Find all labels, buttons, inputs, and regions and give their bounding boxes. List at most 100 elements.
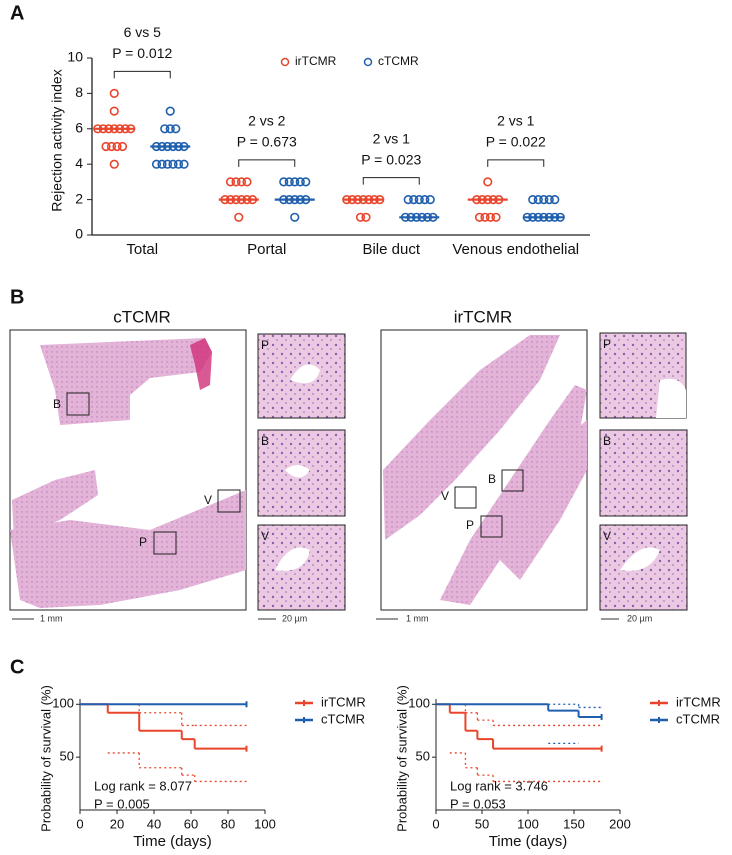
data-point (414, 195, 424, 205)
legend-marker (363, 57, 373, 67)
bracket (113, 70, 171, 79)
data-point (234, 212, 244, 222)
comparison-label: 6 vs 5 (124, 24, 162, 40)
comparison-label: 2 vs 1 (373, 130, 411, 146)
x-tick-label: 100 (517, 816, 539, 831)
tissue (190, 338, 212, 390)
data-point (109, 88, 119, 98)
histology-panel: cTCMR B V P P B V 1 mm 20 µm irTCMR V B … (9, 307, 688, 623)
data-point (550, 195, 560, 205)
region-box (501, 469, 524, 492)
y-axis-label: Probability of survival (%) (38, 685, 53, 832)
tissue (440, 385, 587, 605)
bracket (238, 159, 296, 167)
panel-label: A (10, 2, 24, 24)
data-point (539, 195, 549, 205)
x-tick-label: 60 (184, 816, 198, 831)
data-point (168, 159, 178, 169)
group-title: irTCMR (454, 307, 513, 326)
data-point (301, 177, 311, 187)
y-tick-label: 10 (67, 49, 83, 65)
data-point (151, 159, 162, 169)
inset (599, 429, 688, 517)
data-point (279, 177, 289, 187)
y-tick-label: 8 (75, 84, 83, 100)
tissue (40, 338, 212, 425)
bracket (362, 177, 420, 185)
data-point (165, 124, 175, 134)
statistic: Log rank = 3.746 (450, 778, 548, 793)
data-point (231, 177, 241, 187)
x-tick-label: 100 (254, 816, 276, 831)
x-tick-label: 50 (475, 816, 489, 831)
y-axis-label: Rejection activity index (49, 69, 65, 211)
scale-label: 1 mm (406, 613, 429, 623)
tissue (500, 420, 587, 580)
legend-label: cTCMR (321, 711, 365, 726)
data-point (165, 106, 175, 116)
legend-label: irTCMR (295, 54, 337, 68)
data-point (485, 212, 496, 222)
data-point (420, 195, 430, 205)
data-point (480, 212, 490, 222)
panel-label: C (10, 656, 24, 678)
data-point (355, 212, 366, 222)
data-point (117, 141, 128, 152)
y-tick-label: 50 (416, 749, 430, 764)
y-tick-label: 0 (75, 226, 83, 242)
data-point (474, 212, 485, 222)
vessel (620, 378, 686, 571)
x-tick-label: Bile duct (362, 241, 420, 258)
y-tick-label: 50 (60, 749, 74, 764)
data-point (528, 195, 538, 205)
region-box (480, 515, 503, 538)
scale-label: 1 mm (40, 613, 63, 623)
data-point (179, 159, 189, 169)
p-value: P = 0.022 (486, 134, 546, 150)
tissue (10, 490, 246, 608)
x-tick-label: 20 (110, 816, 124, 831)
y-tick-label: 2 (75, 190, 83, 206)
data-point (157, 159, 167, 169)
data-point (106, 141, 117, 152)
data-point (162, 159, 173, 169)
x-axis-label: Time (days) (133, 833, 212, 850)
region-label: P (139, 535, 147, 549)
data-point (284, 177, 294, 187)
data-point (491, 212, 501, 222)
comparison-label: 2 vs 2 (248, 113, 286, 129)
legend-marker (280, 57, 290, 67)
panel-label: B (10, 286, 24, 308)
statistic: Log rank = 8.077 (94, 778, 192, 793)
statistic: P = 0.053 (450, 796, 506, 811)
data-point (403, 195, 413, 205)
scale-label: 20 µm (282, 613, 307, 623)
data-point (112, 141, 122, 152)
data-point (109, 106, 119, 116)
inset-label: B (261, 434, 269, 448)
x-tick-label: 0 (76, 816, 83, 831)
x-tick-label: Total (126, 241, 158, 258)
x-tick-label: 150 (563, 816, 585, 831)
data-point (173, 159, 184, 169)
data-point (236, 177, 247, 187)
data-point (160, 124, 170, 134)
inset (257, 524, 346, 611)
legend-label: cTCMR (378, 54, 419, 68)
x-tick-label: 80 (221, 816, 235, 831)
group-title: cTCMR (113, 307, 171, 326)
vessel (275, 364, 320, 571)
region-label: P (466, 518, 474, 532)
region-box (217, 489, 241, 513)
x-tick-label: Venous endothelial (452, 241, 579, 258)
region-label: B (488, 472, 496, 486)
x-tick-label: 0 (432, 816, 439, 831)
data-point (101, 141, 111, 152)
x-tick-label: 40 (147, 816, 161, 831)
data-point (171, 124, 181, 134)
inset-label: P (603, 337, 611, 351)
x-tick-label: 200 (609, 816, 631, 831)
legend-label: cTCMR (676, 711, 720, 726)
region-label: V (204, 493, 212, 507)
